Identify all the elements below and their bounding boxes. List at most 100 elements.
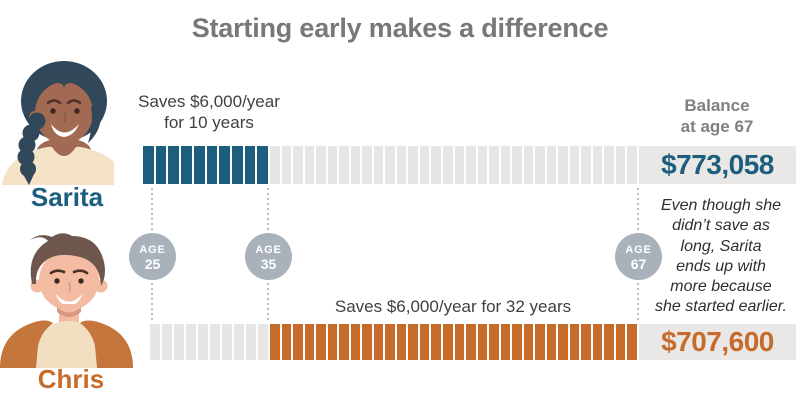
age-25-marker: AGE 25 [129,233,176,280]
annotation-line: Even though she [660,197,782,214]
bar-segment [581,146,591,184]
balance-header-line1: Balance [684,96,750,115]
bar-segment [281,146,292,184]
bar-segment [244,146,256,184]
bar-segment [222,324,232,360]
age-67-marker: AGE 67 [615,233,662,280]
annotation-line: didn’t save as [672,217,770,235]
bar-segment [431,324,441,360]
bar-segment [419,324,430,360]
bar-segment [477,146,488,184]
bar-segment [193,146,205,184]
balance-header: Balance at age 67 [638,95,796,137]
bar-segment [155,146,167,184]
annotation-line: more because [670,278,772,296]
bar-segment [419,146,430,184]
bar-segment [500,324,511,360]
bar-segment [546,146,557,184]
bar-segment [327,324,338,360]
bar-segment [327,146,338,184]
bar-segment [535,146,545,184]
bar-segment [181,146,192,184]
bar-segment [615,146,626,184]
bar-segment [500,146,511,184]
bar-segment [535,324,545,360]
bar-segment [293,146,303,184]
page-title: Starting early makes a difference [191,13,609,43]
bar-segment [143,146,154,184]
sarita-avatar-illustration [0,55,126,185]
bar-segment [477,324,488,360]
bar-segment [512,324,522,360]
bar-segment [339,324,349,360]
bar-segment [431,146,441,184]
bar-segment [558,146,568,184]
bar-segment [442,146,453,184]
bar-segment [304,146,315,184]
sarita-name: Sarita [30,182,104,212]
chris-balance: $707,600 [639,324,796,360]
bar-segment [270,324,280,360]
annotation-line: long, Sarita [680,237,762,255]
bar-segment [206,146,218,184]
bar-segment [186,324,196,360]
bar-segment [162,324,172,360]
bar-segment [396,324,407,360]
chris-bar-waiting [150,324,268,360]
bar-segment [270,146,280,184]
bar-segment [512,146,522,184]
bar-segment [604,146,614,184]
bar-segment [293,324,303,360]
bar-segment [592,146,603,184]
sarita-save-note-line1: Saves $6,000/year [138,92,280,111]
bar-segment [546,324,557,360]
bar-segment [454,146,465,184]
bar-segment [257,146,268,184]
bar-segment [198,324,208,360]
annotation-line: she started earlier. [655,298,787,316]
bar-segment [246,324,256,360]
bar-segment [362,324,372,360]
bar-segment [604,324,614,360]
bar-segment [258,324,268,360]
sarita-balance: $773,058 [639,146,796,184]
age-35-label: AGE [255,243,282,256]
sarita-bar-waiting [270,146,637,184]
bar-segment [408,324,418,360]
bar-segment [316,146,326,184]
chris-save-note: Saves $6,000/year for 32 years [334,297,572,316]
chris-bar-saving [270,324,637,360]
bar-segment [281,324,292,360]
bar-segment [234,324,244,360]
sarita-save-note-line2: for 10 years [164,113,254,132]
bar-segment [489,324,499,360]
bar-segment [168,146,180,184]
annotation-line: ends up with [676,257,766,275]
balance-header-line2: at age 67 [680,117,754,136]
bar-segment [454,324,465,360]
bar-segment [304,324,315,360]
bar-segment [489,146,499,184]
annotation-note: Even though she didn’t save as long, Sar… [644,196,798,318]
age-35-value: 35 [260,255,277,272]
bar-segment [615,324,626,360]
bar-segment [569,146,580,184]
bar-segment [210,324,220,360]
bar-segment [339,146,349,184]
bar-segment [219,146,230,184]
bar-segment [373,324,384,360]
chris-avatar-illustration [0,228,133,368]
bar-segment [231,146,243,184]
bar-segment [316,324,326,360]
bar-segment [350,146,361,184]
bar-segment [627,146,637,184]
bar-segment [362,146,372,184]
bar-segment [627,324,637,360]
bar-segment [442,324,453,360]
sarita-bar-saving [143,146,268,184]
bar-segment [150,324,160,360]
bar-segment [385,146,395,184]
chris-avatar-icon [0,233,133,368]
bar-segment [523,146,534,184]
